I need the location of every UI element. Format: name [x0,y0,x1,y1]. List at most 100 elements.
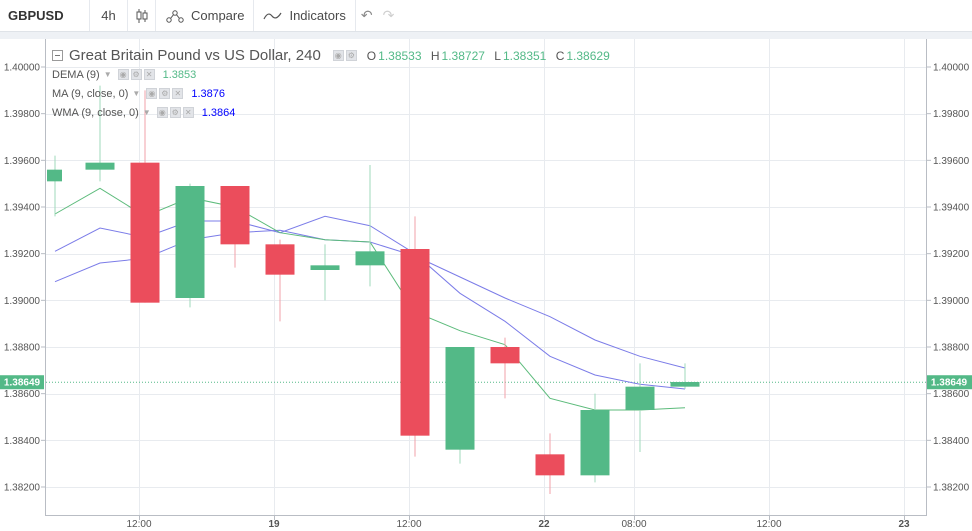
settings-icon[interactable]: ⚙ [159,88,171,99]
price-label-right: 1.38649 [931,378,968,389]
candle-body [310,265,340,270]
close-icon[interactable]: ✕ [143,69,155,80]
y-tick-label: 1.39200 [933,249,970,260]
legend-indicator-dema[interactable]: DEMA (9) ▼ ◉ ⚙ ✕ 1.3853 [52,65,610,84]
indicator-controls: ◉ ⚙ ✕ [156,107,194,118]
x-tick-label: 22 [538,519,550,530]
y-tick-label: 1.38800 [933,343,970,354]
candles [47,85,700,494]
candle-down [535,433,565,494]
indicator-label: WMA (9, close, 0) [52,106,139,119]
x-tick-label: 12:00 [756,519,781,530]
collapse-icon[interactable] [52,50,63,61]
compare-label: Compare [191,8,245,23]
chevron-down-icon[interactable]: ▼ [132,89,141,98]
candle-down [130,90,160,303]
indicator-value: 1.3853 [162,68,197,81]
y-tick-label: 1.39600 [4,156,41,167]
candle-up [175,183,205,308]
y-tick-label: 1.38200 [933,483,970,494]
symbol-selector[interactable]: GBPUSD [0,0,90,31]
y-tick-label: 1.38400 [933,436,970,447]
y-axis-left: 1.40000 1.39800 1.39600 1.39400 1.39200 1.390… [4,63,46,494]
y-tick-label: 1.39000 [4,296,41,307]
candle-up [625,363,655,452]
candle-body [535,454,565,476]
settings-icon[interactable]: ⚙ [130,69,142,80]
legend-main-controls: ◉ ⚙ [332,50,357,61]
settings-icon[interactable]: ⚙ [345,50,357,61]
x-axis[interactable]: 12:00 19 12:00 22 08:00 12:00 23 [126,515,910,530]
indicator-value: 1.3864 [201,106,236,119]
eye-icon[interactable]: ◉ [117,69,129,80]
y-tick-label: 1.39200 [4,249,41,260]
indicator-controls: ◉ ⚙ ✕ [117,69,155,80]
eye-icon[interactable]: ◉ [146,88,158,99]
y-tick-label: 1.38400 [4,436,41,447]
chart-legend: Great Britain Pound vs US Dollar, 240 ◉ … [52,46,610,122]
settings-icon[interactable]: ⚙ [169,107,181,118]
legend-indicator-ma[interactable]: MA (9, close, 0) ▼ ◉ ⚙ ✕ 1.3876 [52,84,610,103]
eye-icon[interactable]: ◉ [156,107,168,118]
candle-up [355,165,385,287]
low-key: L [494,48,501,63]
indicator-label: DEMA (9) [52,68,100,81]
compare-button[interactable]: Compare [156,0,255,31]
chevron-down-icon[interactable]: ▼ [103,70,112,79]
price-label-left-bg [0,375,44,390]
high-value: 1.38727 [441,48,485,63]
indicators-icon [263,9,283,23]
y-tick-label: 1.39600 [933,156,970,167]
candle-body [670,382,700,387]
candle-body [400,249,430,436]
price-chart[interactable]: 1.40000 1.39800 1.39600 1.39400 1.39200 1.390… [0,39,972,531]
candle-body [490,347,520,364]
chevron-down-icon[interactable]: ▼ [142,108,151,117]
close-icon[interactable]: ✕ [182,107,194,118]
current-price-labels: 1.38649 1.38649 [0,375,972,390]
close-icon[interactable]: ✕ [172,88,184,99]
y-tick-label: 1.38200 [4,483,41,494]
indicators-button[interactable]: Indicators [254,0,356,31]
interval-selector[interactable]: 4h [90,0,128,31]
candle-body [580,410,610,476]
legend-indicator-wma[interactable]: WMA (9, close, 0) ▼ ◉ ⚙ ✕ 1.3864 [52,103,610,122]
indicator-value: 1.3876 [191,87,225,100]
y-tick-label: 1.39800 [933,109,970,120]
candle-body [265,244,295,275]
candle-body [175,186,205,298]
indicator-label: MA (9, close, 0) [52,87,129,100]
candle-body [130,162,160,303]
indicator-controls: ◉ ⚙ ✕ [146,88,184,99]
chart-type-button[interactable] [128,0,156,31]
legend-main-row: Great Britain Pound vs US Dollar, 240 ◉ … [52,46,610,65]
y-axis-right[interactable]: 1.40000 1.39800 1.39600 1.39400 1.39200 1.390… [926,63,970,494]
ohlc-values: O 1.38533 H 1.38727 L 1.38351 C 1.38629 [361,49,610,63]
y-tick-label: 1.40000 [933,63,970,74]
open-key: O [366,48,377,63]
y-tick-label: 1.39800 [4,109,41,120]
candle-down [400,216,430,457]
candle-down [265,239,295,322]
candlestick-icon [136,8,147,23]
indicators-label: Indicators [289,8,346,23]
x-tick-label: 12:00 [126,519,151,530]
redo-icon: ↷ [382,7,395,23]
candle-up [580,393,610,483]
redo-button[interactable]: ↷ [378,0,400,31]
undo-button[interactable]: ↶ [356,0,378,31]
y-tick-label: 1.38600 [4,389,41,400]
x-tick-label: 23 [898,519,910,530]
x-tick-label: 12:00 [396,519,421,530]
close-value: 1.38629 [566,48,610,63]
compare-icon [165,8,185,24]
x-tick-label: 19 [268,519,280,530]
eye-icon[interactable]: ◉ [332,50,344,61]
candle-body [625,386,655,410]
candle-body [445,347,475,450]
candle-body [47,169,62,182]
candle-body [355,251,385,266]
candle-up [85,85,115,182]
candle-down [490,337,520,399]
legend-title: Great Britain Pound vs US Dollar, 240 [69,47,321,64]
